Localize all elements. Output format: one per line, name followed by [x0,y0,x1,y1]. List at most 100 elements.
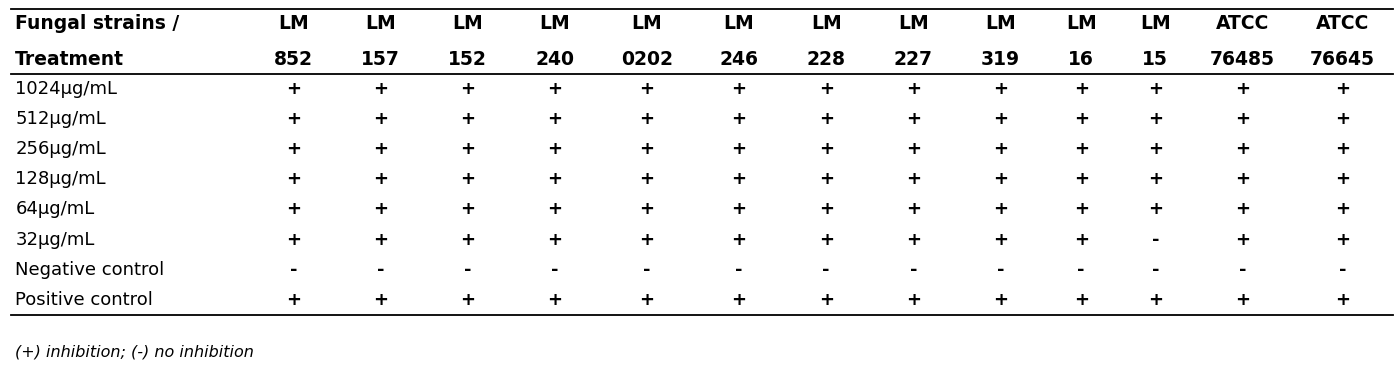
Text: +: + [460,201,475,218]
Text: -: - [735,261,743,279]
Text: +: + [732,140,747,158]
Text: +: + [460,110,475,128]
Text: 0202: 0202 [620,50,673,69]
Text: 157: 157 [361,50,400,69]
Text: +: + [1073,231,1089,248]
Text: +: + [906,231,921,248]
Text: +: + [286,80,301,98]
Text: LM: LM [723,14,754,33]
Text: +: + [548,170,563,188]
Text: +: + [818,201,834,218]
Text: +: + [1335,140,1349,158]
Text: +: + [1073,80,1089,98]
Text: ATCC: ATCC [1216,14,1269,33]
Text: -: - [1151,261,1160,279]
Text: LM: LM [811,14,842,33]
Text: 852: 852 [275,50,314,69]
Text: -: - [1078,261,1085,279]
Text: +: + [640,80,655,98]
Text: 15: 15 [1143,50,1168,69]
Text: +: + [1073,170,1089,188]
Text: +: + [993,140,1008,158]
Text: LM: LM [365,14,396,33]
Text: +: + [1073,110,1089,128]
Text: -: - [822,261,829,279]
Text: +: + [1335,201,1349,218]
Text: LM: LM [898,14,928,33]
Text: +: + [993,110,1008,128]
Text: +: + [1147,291,1163,309]
Text: -: - [1239,261,1246,279]
Text: +: + [1073,291,1089,309]
Text: 228: 228 [807,50,846,69]
Text: +: + [818,80,834,98]
Text: +: + [1147,80,1163,98]
Text: 76485: 76485 [1210,50,1276,69]
Text: +: + [640,170,655,188]
Text: +: + [732,110,747,128]
Text: 246: 246 [719,50,758,69]
Text: +: + [1235,231,1250,248]
Text: LM: LM [1066,14,1097,33]
Text: +: + [374,201,388,218]
Text: +: + [818,140,834,158]
Text: +: + [374,80,388,98]
Text: +: + [906,201,921,218]
Text: +: + [286,110,301,128]
Text: 64µg/mL: 64µg/mL [15,201,95,218]
Text: -: - [1151,231,1160,248]
Text: 128µg/mL: 128µg/mL [15,170,106,188]
Text: 1024µg/mL: 1024µg/mL [15,80,117,98]
Text: +: + [374,291,388,309]
Text: LM: LM [539,14,570,33]
Text: +: + [1235,291,1250,309]
Text: +: + [993,201,1008,218]
Text: +: + [286,201,301,218]
Text: +: + [906,291,921,309]
Text: 512µg/mL: 512µg/mL [15,110,106,128]
Text: +: + [286,140,301,158]
Text: +: + [1235,80,1250,98]
Text: 16: 16 [1068,50,1094,69]
Text: Fungal strains /: Fungal strains / [15,14,180,33]
Text: +: + [732,201,747,218]
Text: +: + [818,291,834,309]
Text: LM: LM [986,14,1016,33]
Text: +: + [1335,291,1349,309]
Text: +: + [818,231,834,248]
Text: +: + [993,231,1008,248]
Text: +: + [993,170,1008,188]
Text: -: - [464,261,471,279]
Text: Positive control: Positive control [15,291,153,309]
Text: +: + [1073,201,1089,218]
Text: -: - [997,261,1004,279]
Text: +: + [548,231,563,248]
Text: +: + [1235,110,1250,128]
Text: LM: LM [631,14,662,33]
Text: +: + [1335,170,1349,188]
Text: LM: LM [1140,14,1171,33]
Text: 76645: 76645 [1310,50,1374,69]
Text: +: + [460,231,475,248]
Text: +: + [548,80,563,98]
Text: +: + [1235,170,1250,188]
Text: +: + [640,231,655,248]
Text: +: + [1147,140,1163,158]
Text: +: + [732,80,747,98]
Text: +: + [993,80,1008,98]
Text: +: + [286,231,301,248]
Text: +: + [1335,231,1349,248]
Text: 32µg/mL: 32µg/mL [15,231,95,248]
Text: +: + [906,110,921,128]
Text: ATCC: ATCC [1316,14,1369,33]
Text: +: + [374,170,388,188]
Text: +: + [374,110,388,128]
Text: +: + [1073,140,1089,158]
Text: +: + [1335,110,1349,128]
Text: 319: 319 [981,50,1020,69]
Text: 256µg/mL: 256µg/mL [15,140,106,158]
Text: 240: 240 [535,50,574,69]
Text: +: + [906,80,921,98]
Text: +: + [548,201,563,218]
Text: +: + [460,80,475,98]
